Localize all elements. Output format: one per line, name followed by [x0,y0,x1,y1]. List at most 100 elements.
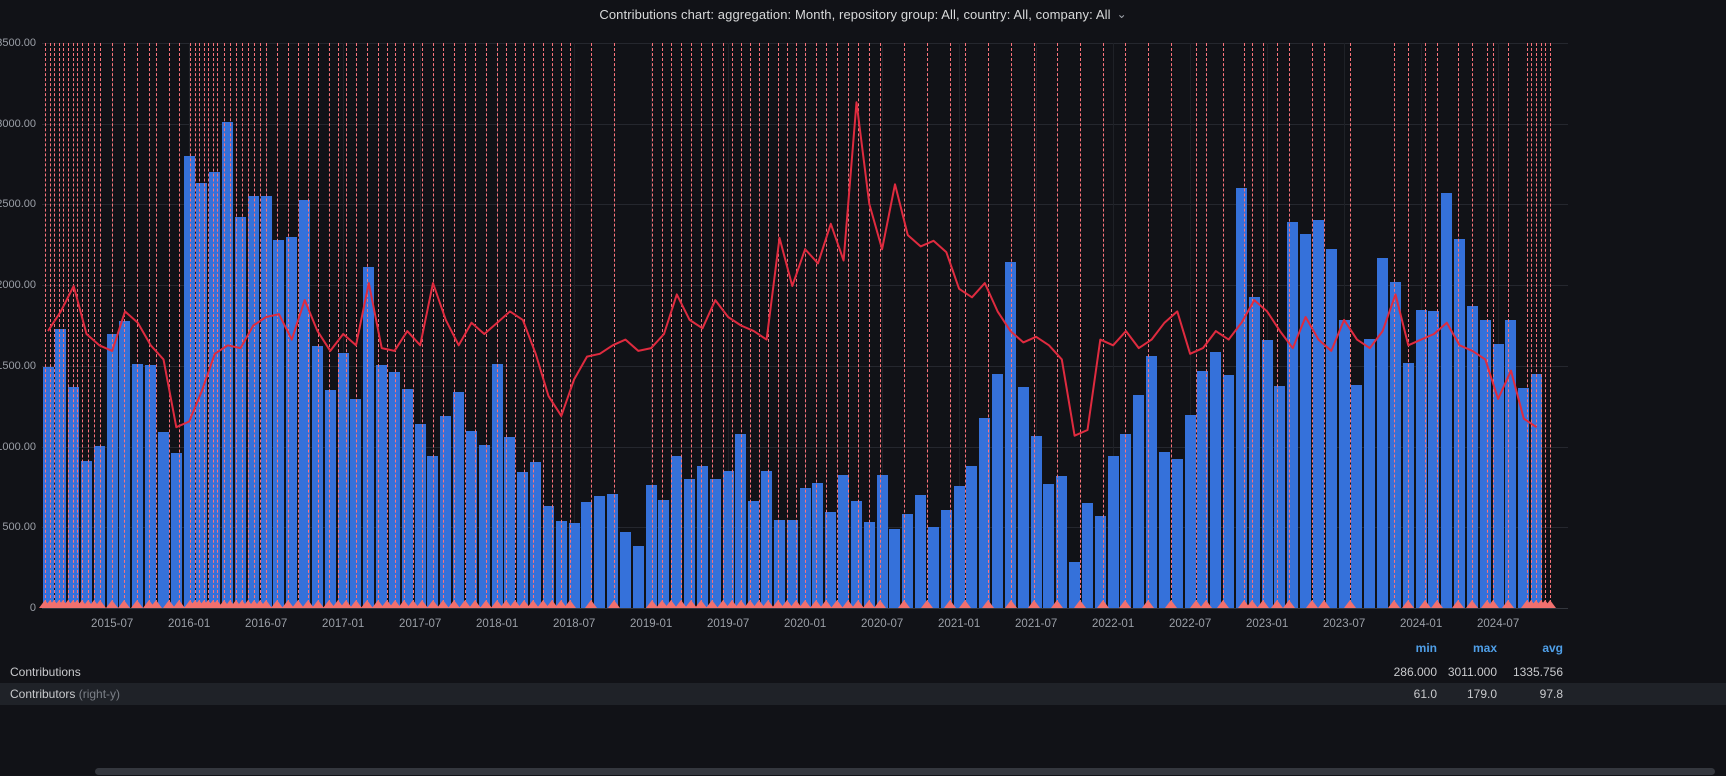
plot-area[interactable] [39,43,1568,609]
annotation-line[interactable] [815,43,817,608]
annotation-line[interactable] [260,43,262,608]
bar-2023-01[interactable] [1261,340,1273,608]
annotation-line[interactable] [148,43,150,608]
annotation-marker-icon[interactable] [371,600,384,608]
annotation-marker-icon[interactable] [437,600,450,608]
bar-2017-09[interactable] [440,415,452,608]
annotation-line[interactable] [690,43,692,608]
bar-2019-12[interactable] [786,520,798,608]
annotation-line[interactable] [560,43,562,608]
bar-2015-02[interactable] [42,367,54,608]
annotation-line[interactable] [505,43,507,608]
annotation-marker-icon[interactable] [1388,600,1401,608]
annotation-marker-icon[interactable] [863,600,876,608]
annotation-marker-icon[interactable] [93,600,106,608]
annotation-marker-icon[interactable] [799,600,811,608]
bar-2022-12[interactable] [1248,296,1260,608]
annotation-line[interactable] [826,43,828,608]
annotation-line[interactable] [1148,43,1150,608]
annotation-line[interactable] [248,43,249,608]
annotation-line[interactable] [1206,43,1208,608]
annotation-line[interactable] [356,43,358,608]
annotation-marker-icon[interactable] [943,600,956,608]
annotation-marker-icon[interactable] [563,600,576,608]
annotation-marker-icon[interactable] [1487,600,1500,608]
annotation-marker-icon[interactable] [809,600,822,608]
bar-2016-01[interactable] [183,156,195,608]
annotation-line[interactable] [367,43,369,608]
annotation-line[interactable] [318,43,320,608]
bar-2018-07[interactable] [568,523,580,608]
annotation-line[interactable] [533,43,535,608]
bar-2022-11[interactable] [1235,187,1247,608]
annotation-line[interactable] [203,43,205,608]
annotation-marker-icon[interactable] [388,600,401,608]
bar-2015-12[interactable] [170,453,182,608]
bar-2016-05[interactable] [234,217,246,608]
bar-2022-06[interactable] [1171,458,1183,608]
bar-2020-12[interactable] [940,510,952,608]
annotation-line[interactable] [1349,43,1351,608]
legend-header-min[interactable]: min [1415,641,1437,655]
annotation-line[interactable] [927,43,929,608]
bar-2015-11[interactable] [157,432,169,608]
annotation-marker-icon[interactable] [959,600,972,608]
annotation-line[interactable] [432,43,434,608]
annotation-line[interactable] [67,43,69,608]
annotation-marker-icon[interactable] [873,600,886,608]
annotation-marker-icon[interactable] [248,600,261,608]
bar-2018-05[interactable] [542,505,554,608]
annotation-line[interactable] [1171,43,1173,608]
annotation-line[interactable] [124,43,126,608]
bar-2019-04[interactable] [684,479,696,608]
annotation-marker-icon[interactable] [118,600,131,608]
bar-2019-05[interactable] [696,465,708,608]
annotation-marker-icon[interactable] [130,600,143,608]
annotation-marker-icon[interactable] [361,600,374,608]
bar-2022-07[interactable] [1184,414,1196,608]
bar-2021-08[interactable] [1043,484,1055,608]
bar-2021-02[interactable] [966,465,978,608]
annotation-line[interactable] [1549,43,1551,608]
bar-2019-06[interactable] [709,478,721,608]
bar-2017-07[interactable] [414,423,426,608]
annotation-line[interactable] [412,43,414,608]
bar-2024-08[interactable] [1505,320,1517,608]
annotation-marker-icon[interactable] [664,600,677,608]
bar-2021-12[interactable] [1094,516,1106,608]
annotation-marker-icon[interactable] [380,600,393,608]
annotation-marker-icon[interactable] [106,600,119,608]
annotation-line[interactable] [1323,43,1325,608]
annotation-line[interactable] [1102,43,1104,608]
annotation-marker-icon[interactable] [684,600,697,608]
bar-2017-01[interactable] [337,352,349,608]
annotation-marker-icon[interactable] [211,600,224,608]
annotation-line[interactable] [54,43,56,608]
annotation-marker-icon[interactable] [1282,600,1295,608]
annotation-marker-icon[interactable] [1502,600,1515,608]
annotation-line[interactable] [1223,43,1225,608]
annotation-line[interactable] [1458,43,1460,608]
annotation-marker-icon[interactable] [217,600,230,608]
annotation-line[interactable] [1540,43,1542,608]
bar-2021-11[interactable] [1081,502,1093,608]
bar-2015-03[interactable] [55,328,67,608]
bar-2017-03[interactable] [363,267,375,608]
legend-header-avg[interactable]: avg [1542,641,1563,655]
annotation-line[interactable] [1252,43,1254,608]
annotation-marker-icon[interactable] [229,600,242,608]
annotation-marker-icon[interactable] [490,600,503,608]
annotation-line[interactable] [1493,43,1495,608]
bar-2023-09[interactable] [1364,339,1376,608]
legend-row-contributions[interactable]: Contributions 286.000 3011.000 1335.756 [0,661,1726,683]
annotation-marker-icon[interactable] [789,600,802,608]
annotation-marker-icon[interactable] [281,600,294,608]
bar-2022-04[interactable] [1146,355,1158,608]
annotation-line[interactable] [837,43,839,608]
annotation-marker-icon[interactable] [1027,600,1040,608]
annotation-marker-icon[interactable] [448,600,461,608]
bar-2018-10[interactable] [607,494,619,608]
annotation-line[interactable] [217,43,219,608]
bar-2021-09[interactable] [1056,476,1068,608]
bar-2018-02[interactable] [504,437,516,608]
